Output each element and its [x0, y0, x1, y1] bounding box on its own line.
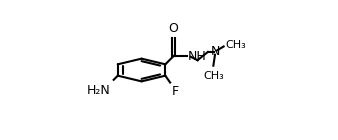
- Text: N: N: [211, 46, 220, 59]
- Text: O: O: [169, 23, 178, 36]
- Text: F: F: [171, 85, 178, 98]
- Text: CH₃: CH₃: [226, 40, 246, 50]
- Text: H₂N: H₂N: [87, 84, 110, 97]
- Text: CH₃: CH₃: [203, 71, 224, 81]
- Text: NH: NH: [187, 50, 206, 63]
